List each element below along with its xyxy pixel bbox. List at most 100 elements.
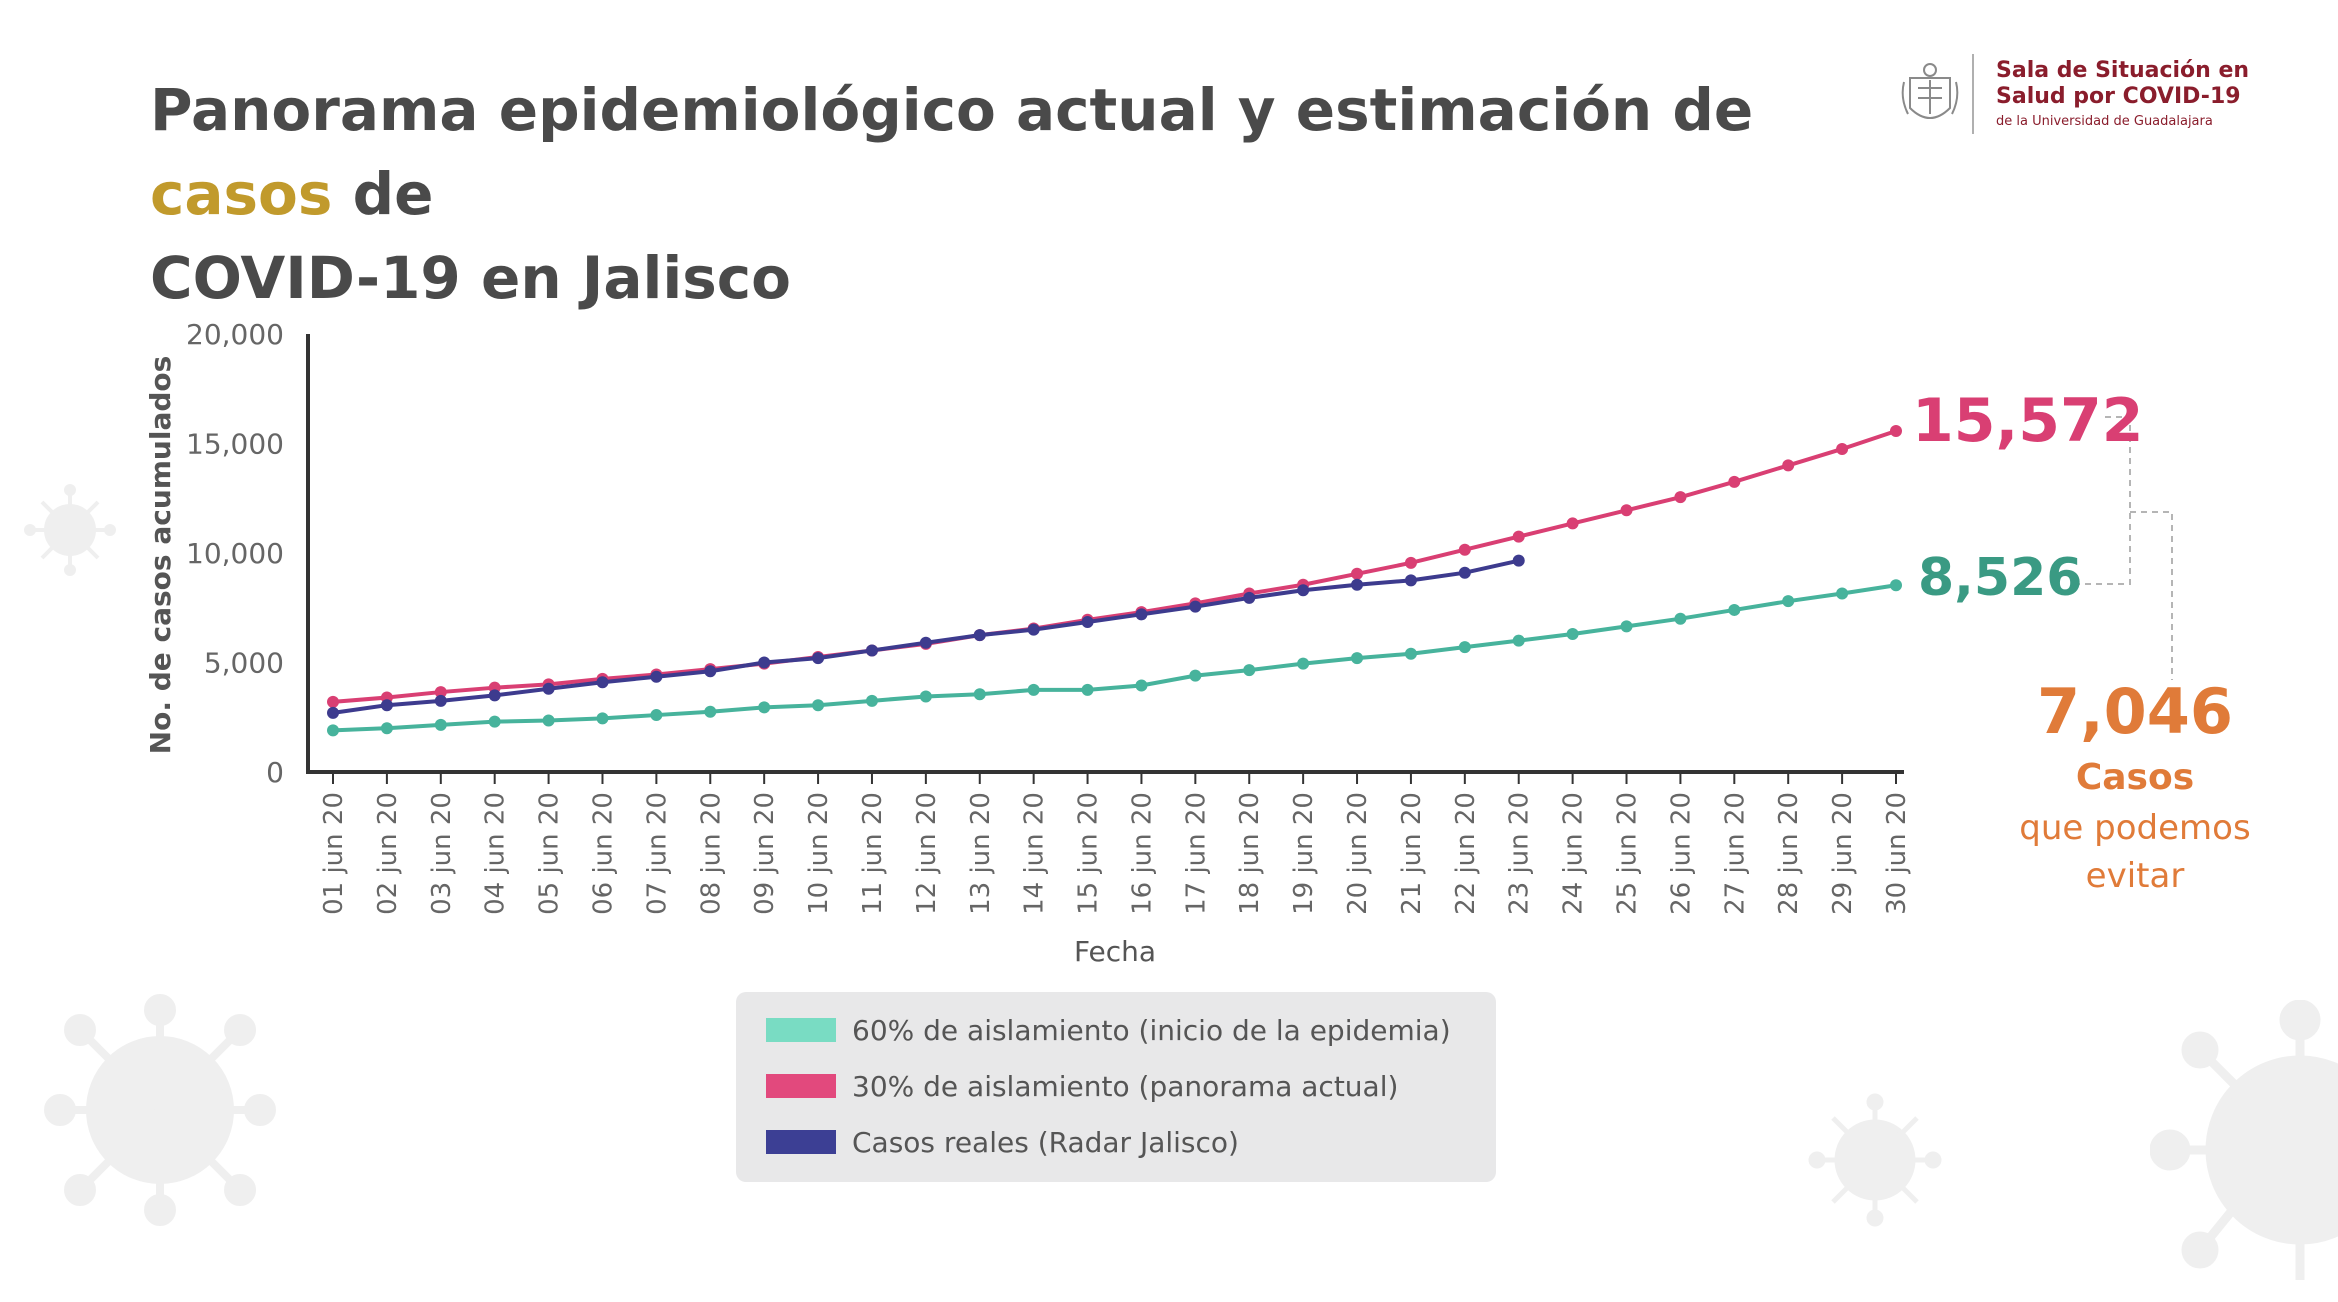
data-point — [1404, 647, 1417, 660]
x-tick-label: 18 jun 20 — [1235, 792, 1265, 915]
title-highlight: casos — [150, 160, 333, 228]
logo-divider — [1972, 54, 1974, 134]
logo-line1: Sala de Situación en — [1996, 58, 2250, 83]
data-point — [488, 689, 501, 702]
data-point — [1890, 424, 1902, 437]
logo: Sala de Situación en Salud por COVID-19 … — [1900, 52, 2280, 152]
x-tick-label: 30 jun 20 — [1882, 792, 1912, 915]
x-tick-label: 04 jun 20 — [481, 792, 511, 915]
y-tick-label: 0 — [266, 756, 284, 789]
series-3 — [327, 554, 1525, 719]
x-tick-label: 27 jun 20 — [1720, 792, 1750, 915]
data-point — [1566, 628, 1579, 641]
data-point — [1512, 530, 1525, 543]
data-point — [380, 722, 393, 735]
data-point — [1243, 664, 1256, 677]
x-tick-label: 11 jun 20 — [858, 792, 888, 915]
x-tick-label: 16 jun 20 — [1127, 792, 1157, 915]
chart-legend: 60% de aislamiento (inicio de la epidemi… — [736, 992, 1496, 1182]
data-point — [327, 706, 339, 719]
legend-swatch — [766, 1018, 836, 1042]
data-point — [1297, 657, 1310, 670]
data-point — [1836, 442, 1849, 455]
series-1 — [327, 579, 1902, 737]
legend-item: 60% de aislamiento (inicio de la epidemi… — [766, 1012, 1451, 1048]
data-point — [1081, 615, 1094, 628]
virus-icon — [2150, 1000, 2338, 1280]
legend-label: 30% de aislamiento (panorama actual) — [852, 1069, 1399, 1103]
x-tick-label: 07 jun 20 — [642, 792, 672, 915]
data-point — [1351, 578, 1364, 591]
x-tick-label: 20 jun 20 — [1343, 792, 1373, 915]
y-tick-label: 10,000 — [186, 537, 284, 570]
legend-swatch — [766, 1130, 836, 1154]
y-tick-label: 20,000 — [186, 318, 284, 351]
data-point — [327, 695, 339, 708]
x-axis-title: Fecha — [1074, 935, 1156, 968]
data-point — [1404, 556, 1417, 569]
data-point — [704, 705, 717, 718]
x-tick-label: 03 jun 20 — [427, 792, 457, 915]
y-tick-label: 15,000 — [186, 428, 284, 461]
y-tick-label: 5,000 — [204, 647, 284, 680]
legend-swatch — [766, 1074, 836, 1098]
data-point — [1836, 587, 1849, 600]
data-point — [380, 699, 393, 712]
data-point — [1458, 566, 1471, 579]
data-point — [488, 715, 501, 728]
x-tick-label: 06 jun 20 — [588, 792, 618, 915]
data-point — [1135, 679, 1148, 692]
virus-icon — [1808, 1093, 1942, 1227]
x-tick-label: 23 jun 20 — [1505, 792, 1535, 915]
data-point — [1081, 683, 1094, 696]
data-point — [812, 652, 825, 665]
x-tick-label: 15 jun 20 — [1074, 792, 1104, 915]
data-point — [1027, 683, 1040, 696]
x-tick-label: 13 jun 20 — [966, 792, 996, 915]
x-tick-label: 24 jun 20 — [1559, 792, 1589, 915]
bracket-line — [2078, 416, 2131, 585]
data-point — [758, 701, 771, 714]
university-seal-icon — [1901, 63, 1959, 119]
page-title: Panorama epidemiológico actual y estimac… — [150, 68, 1850, 320]
data-point — [1512, 634, 1525, 647]
pink-end-value-label: 15,572 — [1912, 386, 2144, 456]
data-point — [1027, 623, 1040, 636]
title-part2: de — [332, 160, 434, 228]
difference-value: 7,046 — [2036, 675, 2234, 748]
legend-label: 60% de aislamiento (inicio de la epidemi… — [852, 1013, 1451, 1047]
x-tick-label: 05 jun 20 — [535, 792, 565, 915]
x-tick-label: 14 jun 20 — [1020, 792, 1050, 915]
data-point — [812, 699, 825, 712]
series-line — [332, 558, 1520, 715]
data-point — [542, 714, 555, 727]
data-point — [327, 724, 339, 737]
x-tick-label: 17 jun 20 — [1181, 792, 1211, 915]
logo-line3: de la Universidad de Guadalajara — [1996, 114, 2213, 129]
x-tick-label: 26 jun 20 — [1666, 792, 1696, 915]
data-point — [434, 694, 447, 707]
logo-line2: Salud por COVID-19 — [1996, 84, 2241, 109]
title-line2: COVID-19 en Jalisco — [150, 244, 792, 312]
series-2 — [327, 424, 1902, 708]
data-point — [1620, 620, 1633, 633]
data-point — [1512, 554, 1525, 567]
data-point — [1458, 641, 1471, 654]
data-point — [1458, 543, 1471, 556]
data-point — [1782, 459, 1795, 472]
data-point — [865, 644, 878, 657]
x-tick-label: 10 jun 20 — [804, 792, 834, 915]
data-point — [542, 682, 555, 695]
data-point — [1189, 600, 1202, 613]
data-point — [1243, 591, 1256, 604]
x-tick-label: 08 jun 20 — [696, 792, 726, 915]
data-point — [1728, 603, 1741, 616]
data-point — [1189, 669, 1202, 682]
legend-item: Casos reales (Radar Jalisco) — [766, 1124, 1239, 1160]
data-point — [1135, 608, 1148, 621]
x-tick-label: 21 jun 20 — [1397, 792, 1427, 915]
data-point — [1674, 612, 1687, 625]
title-part1: Panorama epidemiológico actual y estimac… — [150, 76, 1754, 144]
difference-line1: Casos — [2075, 757, 2195, 798]
data-point — [973, 688, 986, 701]
